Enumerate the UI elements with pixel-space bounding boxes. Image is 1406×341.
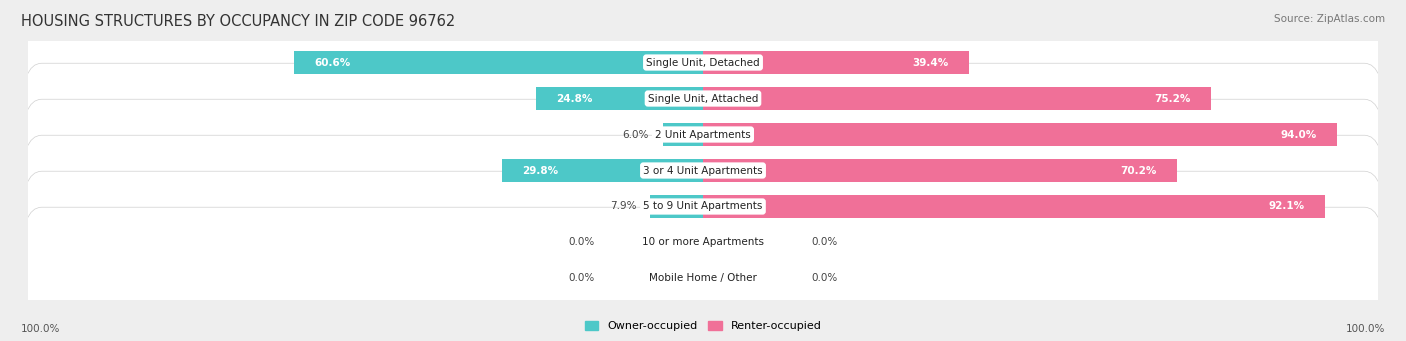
Text: 70.2%: 70.2% — [1121, 165, 1157, 176]
Bar — [650, 195, 703, 218]
Text: 100.0%: 100.0% — [21, 324, 60, 334]
Text: 39.4%: 39.4% — [912, 58, 949, 68]
Text: Mobile Home / Other: Mobile Home / Other — [650, 273, 756, 283]
Text: 7.9%: 7.9% — [610, 202, 636, 211]
Text: 0.0%: 0.0% — [811, 273, 837, 283]
Text: 5 to 9 Unit Apartments: 5 to 9 Unit Apartments — [644, 202, 762, 211]
Text: 10 or more Apartments: 10 or more Apartments — [643, 237, 763, 248]
Text: 0.0%: 0.0% — [569, 237, 595, 248]
Text: 75.2%: 75.2% — [1154, 93, 1191, 104]
Text: HOUSING STRUCTURES BY OCCUPANCY IN ZIP CODE 96762: HOUSING STRUCTURES BY OCCUPANCY IN ZIP C… — [21, 14, 456, 29]
FancyBboxPatch shape — [21, 63, 1385, 206]
Legend: Owner-occupied, Renter-occupied: Owner-occupied, Renter-occupied — [581, 316, 825, 336]
FancyBboxPatch shape — [21, 135, 1385, 278]
Text: 6.0%: 6.0% — [623, 130, 650, 139]
Text: Single Unit, Attached: Single Unit, Attached — [648, 93, 758, 104]
FancyBboxPatch shape — [21, 207, 1385, 341]
Bar — [703, 123, 1337, 146]
FancyBboxPatch shape — [21, 27, 1385, 170]
Text: 3 or 4 Unit Apartments: 3 or 4 Unit Apartments — [643, 165, 763, 176]
Text: 0.0%: 0.0% — [811, 237, 837, 248]
Text: Single Unit, Detached: Single Unit, Detached — [647, 58, 759, 68]
Text: 100.0%: 100.0% — [1346, 324, 1385, 334]
Text: 2 Unit Apartments: 2 Unit Apartments — [655, 130, 751, 139]
Text: 94.0%: 94.0% — [1281, 130, 1317, 139]
Bar — [502, 159, 703, 182]
Bar — [703, 87, 1211, 110]
Bar — [703, 51, 969, 74]
FancyBboxPatch shape — [21, 0, 1385, 134]
Bar — [703, 195, 1324, 218]
Text: Source: ZipAtlas.com: Source: ZipAtlas.com — [1274, 14, 1385, 24]
Text: 24.8%: 24.8% — [555, 93, 592, 104]
Text: 60.6%: 60.6% — [315, 58, 350, 68]
Text: 92.1%: 92.1% — [1268, 202, 1305, 211]
Bar — [294, 51, 703, 74]
Bar — [703, 159, 1177, 182]
Bar — [536, 87, 703, 110]
Text: 0.0%: 0.0% — [569, 273, 595, 283]
Text: 29.8%: 29.8% — [522, 165, 558, 176]
FancyBboxPatch shape — [21, 171, 1385, 314]
Bar — [662, 123, 703, 146]
FancyBboxPatch shape — [21, 99, 1385, 242]
